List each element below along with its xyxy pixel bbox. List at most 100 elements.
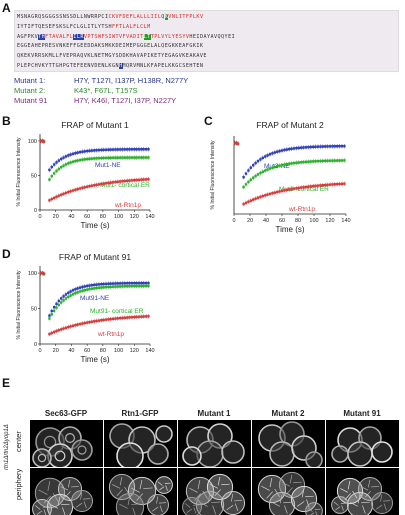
data-point (53, 197, 55, 199)
data-point (133, 316, 135, 318)
x-tick-label: 100 (114, 348, 123, 354)
data-point (53, 172, 55, 174)
data-point (271, 192, 273, 194)
data-point (295, 147, 297, 149)
micrograph-svg (104, 468, 177, 515)
data-point (247, 181, 249, 183)
mutant-name: Mutant 1: (14, 76, 45, 86)
data-point (131, 285, 133, 287)
data-point (302, 161, 304, 163)
data-point (107, 286, 109, 288)
data-point (93, 149, 95, 151)
data-point (305, 146, 307, 148)
y-tick-label: 50 (31, 173, 37, 179)
row-label-periphery: periphery (14, 469, 23, 500)
data-point (266, 168, 268, 170)
data-point (77, 323, 79, 325)
data-point (55, 303, 57, 305)
data-point (298, 161, 300, 163)
data-point (95, 320, 97, 322)
column-header: Rtn1-GFP (105, 409, 175, 418)
data-point (77, 159, 79, 161)
data-point (317, 160, 319, 162)
data-point (290, 148, 292, 150)
data-point (100, 283, 102, 285)
column-header: Sec63-GFP (31, 409, 101, 418)
data-point (79, 159, 81, 161)
data-point (298, 147, 300, 149)
data-point (245, 172, 247, 174)
data-point (295, 187, 297, 189)
data-point (135, 285, 137, 287)
data-point (48, 178, 50, 180)
data-point (84, 289, 86, 291)
cell (156, 426, 172, 442)
data-point (314, 185, 316, 187)
x-tick-label: 0 (38, 214, 41, 220)
data-point (48, 317, 50, 319)
sequence-segment: LT (144, 34, 151, 40)
data-point (254, 162, 256, 164)
x-tick-label: 100 (114, 214, 123, 220)
data-point (300, 186, 302, 188)
micrograph-svg (30, 468, 103, 515)
x-tick-label: 140 (145, 214, 154, 220)
micrograph-image (104, 468, 177, 515)
data-point (143, 178, 145, 180)
data-point (98, 283, 100, 285)
data-point (65, 293, 67, 295)
data-point (119, 285, 121, 287)
data-point (324, 160, 326, 162)
data-point (119, 180, 121, 182)
data-point (74, 189, 76, 191)
data-point (237, 143, 239, 145)
data-point (53, 306, 55, 308)
data-point (69, 190, 71, 192)
data-point (58, 329, 60, 331)
data-point (269, 153, 271, 155)
data-point (117, 148, 119, 150)
data-point (343, 183, 345, 185)
x-tick-label: 80 (100, 348, 106, 354)
sequence-segment: VPTS (84, 34, 98, 40)
data-point (98, 149, 100, 151)
micrograph-svg (326, 468, 399, 515)
data-point (84, 285, 86, 287)
data-point (51, 310, 53, 312)
sequence-segment: MSNAG (17, 14, 35, 20)
data-point (264, 155, 266, 157)
sequence-line: AGFPKVTHFTAVALFLILRVPTSWFSIWTVFVADITLTTP… (17, 34, 235, 40)
data-point (310, 146, 312, 148)
data-point (257, 160, 259, 162)
micrograph-image (30, 468, 103, 515)
x-tick-label: 20 (247, 218, 253, 224)
micrograph-image (252, 420, 325, 467)
data-point (84, 150, 86, 152)
sequence-segment: TSH (101, 24, 112, 30)
data-point (117, 285, 119, 287)
data-point (324, 184, 326, 186)
data-point (334, 183, 336, 185)
data-point (266, 193, 268, 195)
data-point (124, 156, 126, 158)
cell (332, 446, 348, 462)
data-point (140, 285, 142, 287)
series-label: Mut1-NE (95, 162, 121, 169)
data-point (274, 151, 276, 153)
y-tick-label: 0 (34, 208, 37, 214)
data-point (341, 159, 343, 161)
strain-label: rtn1Δrtn2Δyop1Δ (4, 424, 10, 470)
data-point (102, 182, 104, 184)
data-point (283, 163, 285, 165)
data-point (93, 284, 95, 286)
data-point (138, 156, 140, 158)
data-point (55, 330, 57, 332)
data-point (102, 149, 104, 151)
data-point (58, 168, 60, 170)
data-point (88, 158, 90, 160)
data-point (278, 164, 280, 166)
data-point (112, 157, 114, 159)
data-point (60, 166, 62, 168)
data-point (252, 177, 254, 179)
data-point (276, 165, 278, 167)
